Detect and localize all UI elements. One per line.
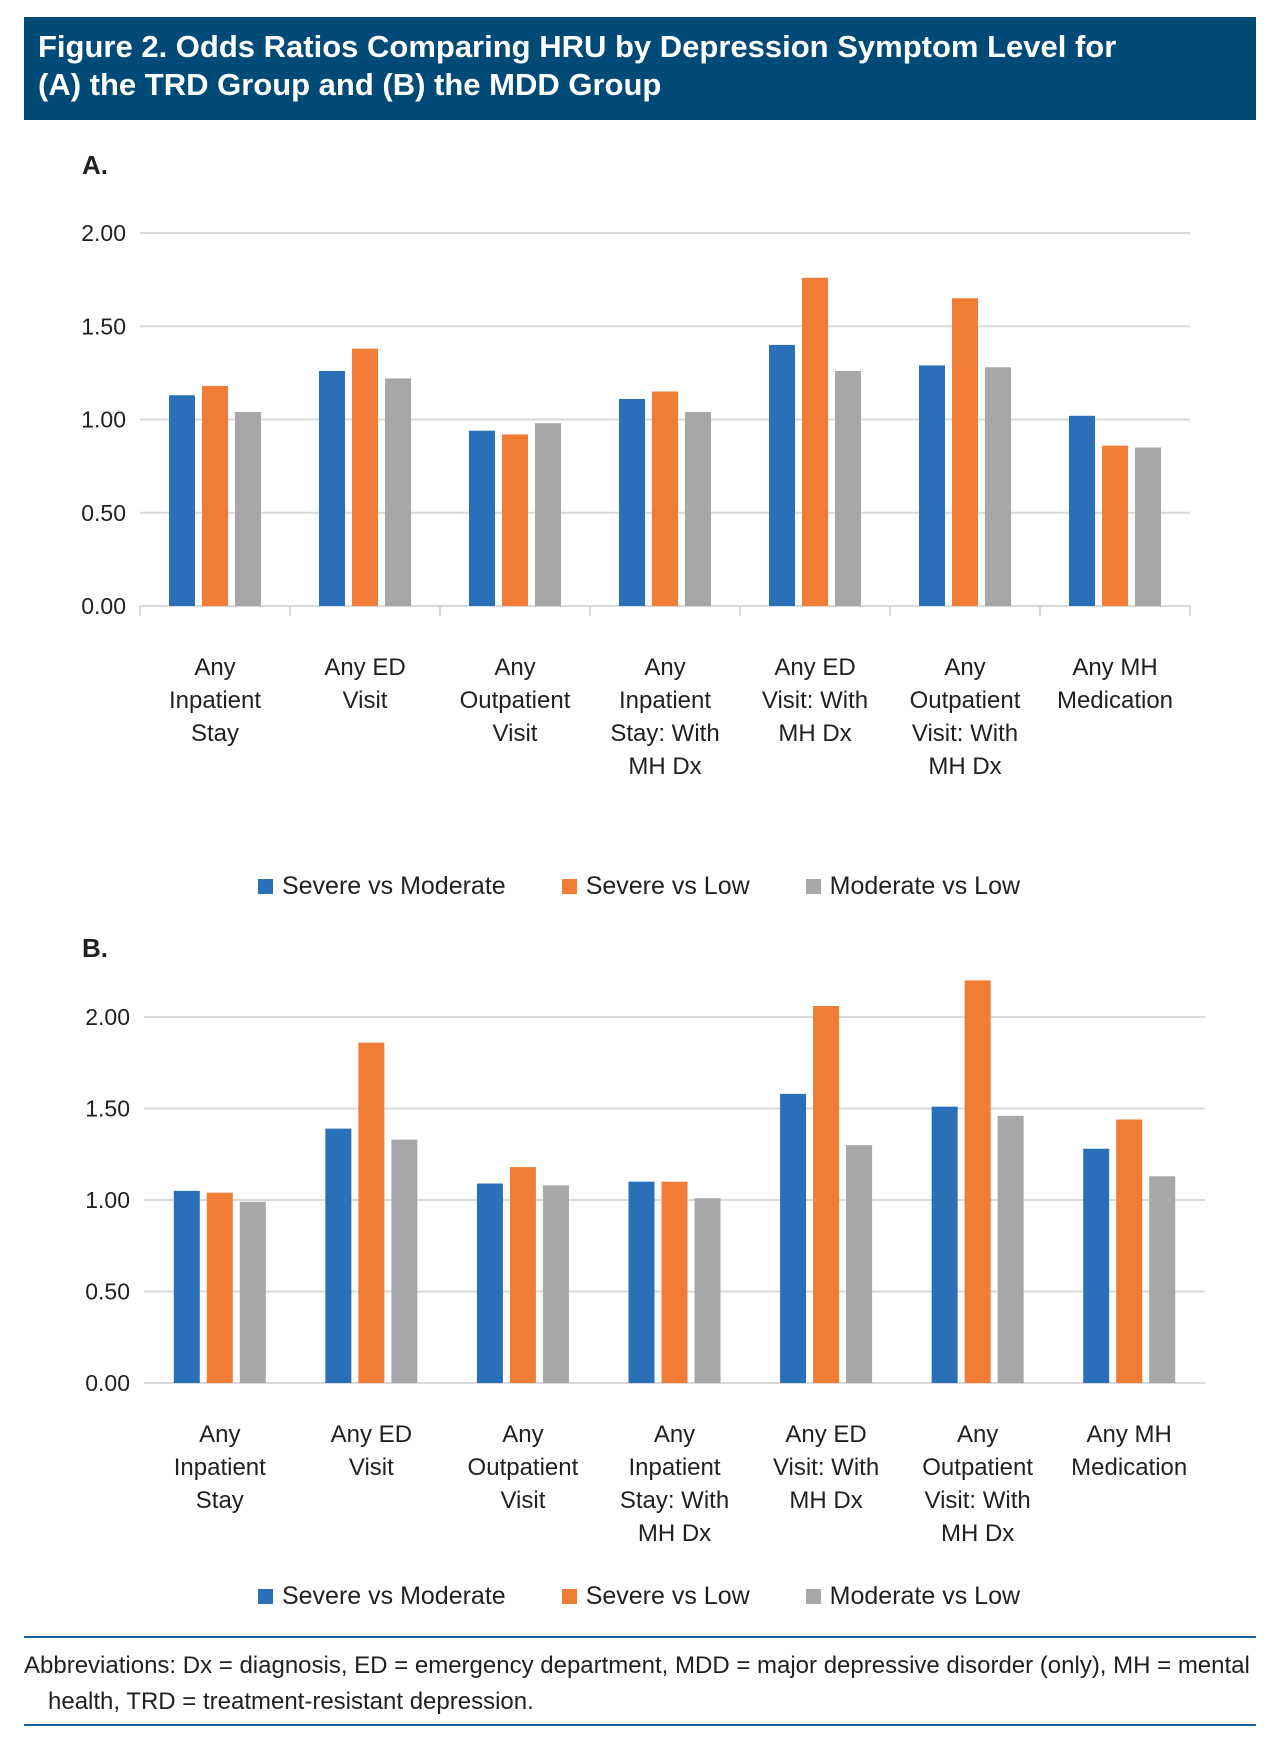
figure-title-bar: Figure 2. Odds Ratios Comparing HRU by D… [24, 17, 1256, 120]
bar-moderate-vs-low [391, 1139, 418, 1383]
bar-moderate-vs-low [385, 378, 411, 606]
x-category-label: Any Inpatient Stay [169, 654, 261, 747]
y-tick-label: 1.50 [81, 313, 126, 339]
bar-severe-vs-moderate [169, 395, 195, 606]
bar-severe-vs-low [802, 277, 828, 606]
y-tick-label: 1.00 [85, 1187, 130, 1213]
bar-moderate-vs-low [997, 1115, 1024, 1383]
y-tick-label: 0.50 [85, 1279, 130, 1305]
legend-swatch [805, 1589, 821, 1604]
bar-moderate-vs-low [685, 412, 711, 606]
chart-b-legend: Severe vs Moderate Severe vs Low Moderate … [0, 1582, 1278, 1611]
bar-severe-vs-moderate [628, 1181, 655, 1383]
bar-severe-vs-moderate [919, 365, 945, 606]
y-tick-label: 1.00 [81, 407, 126, 433]
chart-b: 0.00 0.50 1.00 1.50 2.00 Any Inpatient Stay Any … [85, 980, 1205, 1547]
x-category-label: Any ED Visit [324, 654, 405, 714]
bar-moderate-vs-low [846, 1145, 873, 1383]
bar-severe-vs-moderate [469, 430, 495, 606]
legend-label: Severe vs Moderate [281, 872, 506, 900]
legend-item: Moderate vs Low [805, 872, 1021, 901]
legend-item: Severe vs Low [561, 872, 750, 901]
bar-moderate-vs-low [535, 423, 561, 606]
figure-title-line2: (A) the TRD Group and (B) the MDD Group [38, 67, 662, 102]
chart-a: 0.00 0.50 1.00 1.50 2.00 Any Inpatient Stay Any … [81, 220, 1191, 780]
x-category-label: Any ED Visit: With MH Dx [773, 1421, 879, 1514]
bar-moderate-vs-low [1135, 447, 1161, 606]
bar-moderate-vs-low [694, 1198, 721, 1383]
legend-swatch [561, 879, 577, 894]
legend-label: Moderate vs Low [829, 1582, 1021, 1610]
y-tick-label: 0.50 [81, 500, 126, 526]
legend-label: Moderate vs Low [829, 872, 1021, 900]
legend-item: Severe vs Moderate [257, 1582, 506, 1611]
bar-severe-vs-moderate [476, 1183, 503, 1383]
footnote-top-rule [24, 1636, 1256, 1638]
legend-label: Severe vs Low [585, 1582, 750, 1610]
bar-severe-vs-low [952, 298, 978, 606]
x-category-label: Any Outpatient Visit: With MH Dx [922, 1421, 1033, 1547]
bar-severe-vs-low [813, 1006, 840, 1383]
bar-severe-vs-low [964, 980, 991, 1383]
abbreviations-footnote: Abbreviations: Dx = diagnosis, ED = emer… [24, 1652, 1250, 1715]
y-tick-label: 0.00 [85, 1370, 130, 1396]
x-category-label: Any MH Medication [1071, 1421, 1187, 1481]
bar-severe-vs-low [206, 1192, 233, 1383]
bar-severe-vs-low [652, 391, 678, 606]
y-tick-label: 2.00 [81, 220, 126, 246]
x-category-label: Any Outpatient Visit [468, 1421, 579, 1514]
x-category-label: Any Inpatient Stay: With MH Dx [610, 654, 719, 780]
x-category-label: Any MH Medication [1057, 654, 1173, 714]
legend-item: Moderate vs Low [805, 1582, 1021, 1611]
panel-b-label: B. [82, 933, 108, 963]
bar-severe-vs-moderate [325, 1128, 352, 1383]
bar-severe-vs-moderate [619, 398, 645, 606]
bar-severe-vs-moderate [769, 344, 795, 606]
footnote-bottom-rule [24, 1724, 1256, 1726]
bar-moderate-vs-low [1149, 1176, 1176, 1383]
bar-severe-vs-moderate [1069, 415, 1095, 606]
legend-item: Severe vs Moderate [257, 872, 506, 901]
bar-severe-vs-low [1116, 1119, 1143, 1383]
y-tick-label: 0.00 [81, 593, 126, 619]
x-category-label: Any ED Visit: With MH Dx [762, 654, 868, 747]
bar-severe-vs-low [502, 434, 528, 606]
bar-moderate-vs-low [235, 412, 261, 606]
x-category-label: Any Outpatient Visit: With MH Dx [910, 654, 1021, 780]
bar-moderate-vs-low [239, 1201, 266, 1383]
x-category-label: Any ED Visit [331, 1421, 412, 1481]
x-category-label: Any Inpatient Stay [174, 1421, 266, 1514]
legend-swatch [561, 1589, 577, 1604]
x-category-label: Any Inpatient Stay: With MH Dx [620, 1421, 729, 1547]
y-tick-label: 1.50 [85, 1096, 130, 1122]
legend-swatch [257, 879, 273, 894]
legend-item: Severe vs Low [561, 1582, 750, 1611]
y-tick-label: 2.00 [85, 1004, 130, 1030]
panel-a-label: A. [82, 150, 108, 180]
bar-severe-vs-moderate [931, 1106, 958, 1383]
bar-severe-vs-moderate [173, 1190, 200, 1383]
bar-severe-vs-low [1102, 445, 1128, 606]
x-category-label: Any Outpatient Visit [460, 654, 571, 747]
bar-severe-vs-low [358, 1042, 385, 1383]
bar-severe-vs-low [202, 385, 228, 606]
bar-severe-vs-moderate [780, 1093, 807, 1383]
chart-a-legend: Severe vs Moderate Severe vs Low Moderate … [0, 872, 1278, 901]
bar-moderate-vs-low [985, 367, 1011, 606]
bar-severe-vs-moderate [1083, 1148, 1110, 1383]
bar-moderate-vs-low [835, 371, 861, 606]
bar-severe-vs-low [509, 1167, 536, 1383]
figure-title-line1: Figure 2. Odds Ratios Comparing HRU by D… [38, 29, 1117, 64]
legend-swatch [257, 1589, 273, 1604]
bar-severe-vs-moderate [319, 371, 345, 606]
bar-moderate-vs-low [542, 1185, 569, 1383]
legend-label: Severe vs Low [585, 872, 750, 900]
bar-severe-vs-low [661, 1181, 688, 1383]
legend-swatch [805, 879, 821, 894]
legend-label: Severe vs Moderate [281, 1582, 506, 1610]
bar-severe-vs-low [352, 348, 378, 606]
